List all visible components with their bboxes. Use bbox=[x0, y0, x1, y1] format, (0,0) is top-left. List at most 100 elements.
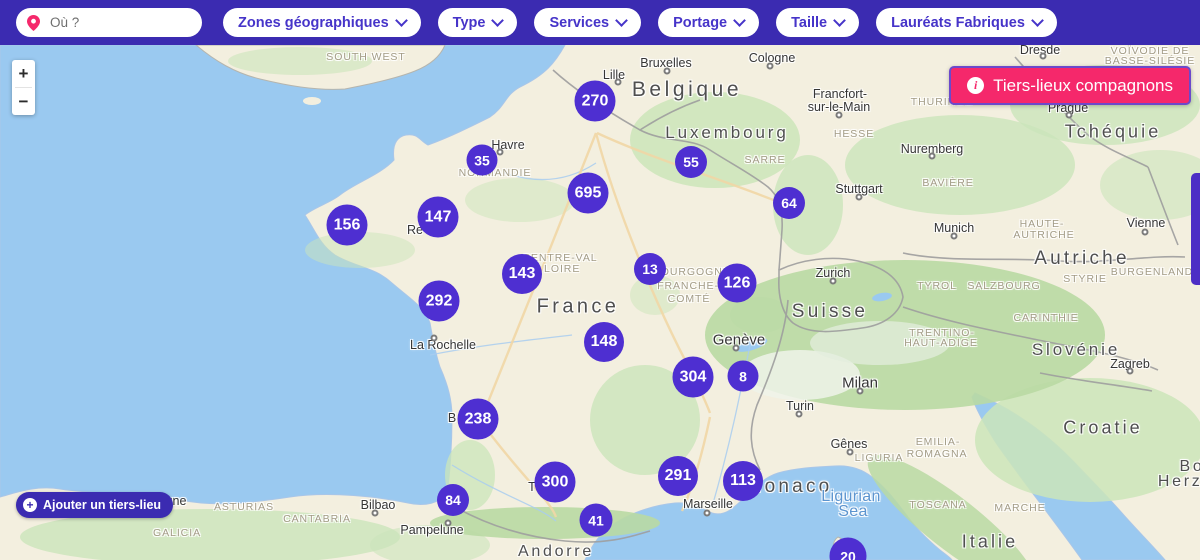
filter-type[interactable]: Type bbox=[437, 8, 518, 37]
cluster-marker[interactable]: 20 bbox=[829, 537, 867, 560]
city-label: Zagreb bbox=[1110, 357, 1150, 371]
cluster-marker[interactable]: 8 bbox=[727, 360, 759, 392]
country-label: Belgique bbox=[631, 78, 743, 101]
country-label: Suisse bbox=[791, 301, 869, 322]
region-label: CENTRE-VAL bbox=[522, 252, 598, 264]
city-dot bbox=[663, 67, 671, 75]
city-dot bbox=[1141, 228, 1149, 236]
city-dot bbox=[614, 78, 622, 86]
city-dot bbox=[846, 448, 854, 456]
city-dot bbox=[444, 519, 452, 527]
zoom-in-button[interactable]: + bbox=[12, 60, 35, 87]
city-label: Marseille bbox=[682, 497, 734, 511]
country-label: Bo bbox=[1179, 458, 1200, 475]
cluster-marker[interactable]: 41 bbox=[579, 503, 613, 537]
city-dot bbox=[928, 152, 936, 160]
cluster-marker[interactable]: 292 bbox=[418, 280, 460, 322]
filter-label: Services bbox=[549, 14, 610, 31]
country-label: Croatie bbox=[1063, 417, 1143, 438]
cluster-marker[interactable]: 300 bbox=[534, 461, 576, 503]
city-label: Zurich bbox=[815, 266, 851, 280]
zoom-control: + − bbox=[12, 60, 35, 115]
cluster-marker[interactable]: 695 bbox=[567, 172, 609, 214]
city-label: Dresde bbox=[1019, 45, 1061, 57]
cluster-marker[interactable]: 156 bbox=[326, 204, 368, 246]
add-tiers-lieu-button[interactable]: + Ajouter un tiers-lieu bbox=[16, 492, 174, 518]
filter-label: Lauréats Fabriques bbox=[891, 14, 1025, 31]
city-label: Bilbao bbox=[360, 498, 396, 512]
cluster-marker[interactable]: 113 bbox=[723, 461, 763, 501]
region-label: STYRIE bbox=[1063, 273, 1107, 285]
chevron-down-icon bbox=[1031, 14, 1044, 27]
region-label: MARCHE bbox=[994, 502, 1046, 514]
search-input[interactable] bbox=[48, 14, 192, 31]
country-label: Autriche bbox=[1034, 248, 1130, 269]
map-canvas[interactable]: Belgique Luxembourg Tchéquie France Suisse Au… bbox=[0, 45, 1200, 560]
cluster-marker[interactable]: 291 bbox=[658, 456, 698, 496]
city-label: B bbox=[447, 411, 457, 425]
filter-taille[interactable]: Taille bbox=[776, 8, 860, 37]
right-edge-scrollbar[interactable] bbox=[1191, 173, 1200, 285]
country-label: Monaco bbox=[745, 476, 833, 497]
tiers-lieux-compagnons-button[interactable]: i Tiers-lieux compagnons bbox=[949, 66, 1191, 105]
cluster-marker[interactable]: 55 bbox=[675, 146, 707, 178]
city-dot bbox=[430, 334, 438, 342]
region-label: AUTRICHE bbox=[1013, 229, 1075, 241]
filter-bar: Zones géographiques Type Services Portage Ta… bbox=[223, 8, 1057, 37]
country-label: Andorre bbox=[518, 543, 594, 560]
city-dot bbox=[766, 62, 774, 70]
city-label: Francfort- bbox=[812, 87, 868, 101]
region-label: SARRE bbox=[744, 154, 786, 166]
city-dot bbox=[795, 410, 803, 418]
cluster-marker[interactable]: 35 bbox=[466, 144, 498, 176]
city-dot bbox=[1126, 367, 1134, 375]
cluster-marker[interactable]: 148 bbox=[584, 322, 624, 362]
region-label: VOÏVODIE DE bbox=[1110, 45, 1190, 57]
plus-icon: + bbox=[23, 498, 37, 512]
region-label: LIGURIA bbox=[854, 452, 904, 464]
filter-portage[interactable]: Portage bbox=[658, 8, 760, 37]
city-dot bbox=[856, 387, 864, 395]
filter-label: Type bbox=[452, 14, 486, 31]
cluster-marker[interactable]: 143 bbox=[502, 254, 542, 294]
city-label: Genève bbox=[712, 331, 766, 349]
companions-label: Tiers-lieux compagnons bbox=[993, 75, 1173, 95]
city-dot bbox=[835, 111, 843, 119]
region-label: GALICIA bbox=[152, 527, 202, 539]
chevron-down-icon bbox=[833, 14, 846, 27]
add-label: Ajouter un tiers-lieu bbox=[43, 498, 162, 512]
cluster-marker[interactable]: 64 bbox=[773, 187, 805, 219]
zoom-out-button[interactable]: − bbox=[12, 88, 35, 115]
region-label: FRANCHE- bbox=[657, 280, 719, 292]
region-label: HAUTE- bbox=[1019, 218, 1065, 230]
cluster-marker[interactable]: 304 bbox=[672, 356, 714, 398]
region-label: BURGENLAND bbox=[1110, 266, 1194, 278]
city-dot bbox=[829, 277, 837, 285]
cluster-marker[interactable]: 126 bbox=[717, 263, 757, 303]
city-label: Vienne bbox=[1126, 216, 1166, 230]
region-label: BOURGOGNE- bbox=[652, 266, 736, 278]
city-label: Nuremberg bbox=[900, 142, 964, 156]
region-label: HESSE bbox=[833, 128, 875, 140]
country-label: Luxembourg bbox=[665, 123, 789, 142]
cluster-marker[interactable]: 147 bbox=[417, 196, 459, 238]
city-dot bbox=[855, 193, 863, 201]
region-label: ASTURIAS bbox=[213, 501, 275, 513]
info-icon: i bbox=[967, 77, 985, 94]
filter-laureats-fabriques[interactable]: Lauréats Fabriques bbox=[876, 8, 1057, 37]
city-label: Bruxelles bbox=[640, 56, 692, 70]
cluster-marker[interactable]: 238 bbox=[457, 398, 499, 440]
filter-header: Zones géographiques Type Services Portage Ta… bbox=[0, 0, 1200, 45]
filter-services[interactable]: Services bbox=[534, 8, 642, 37]
search-box[interactable] bbox=[16, 8, 202, 37]
city-label: Pampelune bbox=[400, 523, 464, 537]
city-label: sur-le-Main bbox=[807, 100, 871, 114]
city-dot bbox=[732, 344, 740, 352]
filter-zones-geographiques[interactable]: Zones géographiques bbox=[223, 8, 421, 37]
cluster-marker[interactable]: 270 bbox=[574, 80, 616, 122]
cluster-marker[interactable]: 13 bbox=[634, 253, 666, 285]
country-label: Tchéquie bbox=[1064, 121, 1162, 142]
cluster-marker[interactable]: 84 bbox=[437, 484, 469, 516]
city-dot bbox=[371, 509, 379, 517]
region-label: SOUTH WEST bbox=[326, 51, 406, 63]
